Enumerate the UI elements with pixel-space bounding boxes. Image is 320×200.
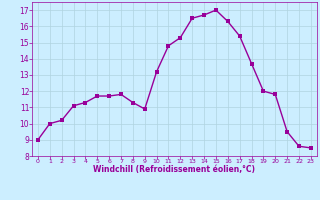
X-axis label: Windchill (Refroidissement éolien,°C): Windchill (Refroidissement éolien,°C) bbox=[93, 165, 255, 174]
